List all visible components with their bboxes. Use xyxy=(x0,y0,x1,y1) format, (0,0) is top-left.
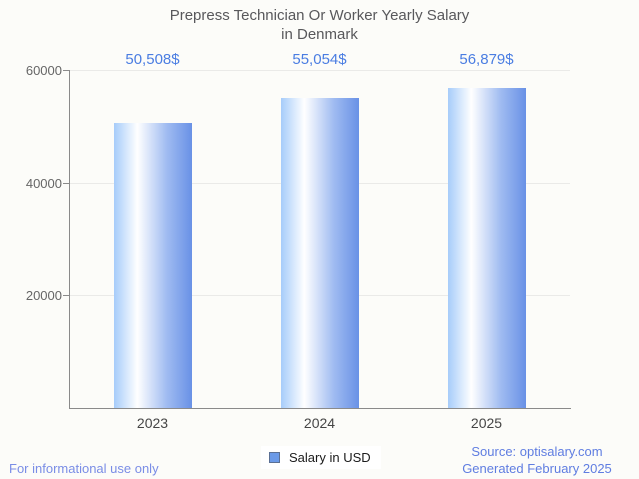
bar-2025 xyxy=(447,87,526,408)
legend-label: Salary in USD xyxy=(289,450,371,465)
bar-value-label: 55,054$ xyxy=(292,51,347,68)
y-axis-label: 40000 xyxy=(25,175,62,191)
y-axis-label: 60000 xyxy=(25,63,62,78)
disclaimer-text: For informational use only xyxy=(9,461,159,476)
y-axis-label: 20000 xyxy=(25,288,62,304)
y-axis-tick xyxy=(63,70,69,71)
legend: Salary in USD xyxy=(261,446,381,469)
bar-value-label: 50,508$ xyxy=(125,51,180,68)
x-axis-line xyxy=(69,408,571,409)
chart-title: Prepress Technician Or Worker Yearly Sal… xyxy=(0,6,639,44)
chart-title-line1: Prepress Technician Or Worker Yearly Sal… xyxy=(169,7,470,24)
y-axis-line xyxy=(69,70,70,408)
source-text: Source: optisalary.com xyxy=(471,444,603,459)
chart-title-line2: in Denmark xyxy=(281,26,358,43)
bar-value-label: 56,879$ xyxy=(459,51,514,68)
source-attribution: Source: optisalary.com Generated Februar… xyxy=(437,443,637,477)
generated-text: Generated February 2025 xyxy=(462,461,612,476)
x-axis-category-label: 2025 xyxy=(470,415,503,431)
gridline xyxy=(69,70,570,71)
x-axis-category-label: 2023 xyxy=(136,415,169,431)
y-axis-tick xyxy=(63,295,69,297)
bar-2024 xyxy=(280,97,359,408)
x-axis-category-label: 2024 xyxy=(303,415,336,431)
bar-2023 xyxy=(113,123,192,408)
y-axis-tick xyxy=(63,182,69,184)
legend-swatch-icon xyxy=(269,452,280,463)
